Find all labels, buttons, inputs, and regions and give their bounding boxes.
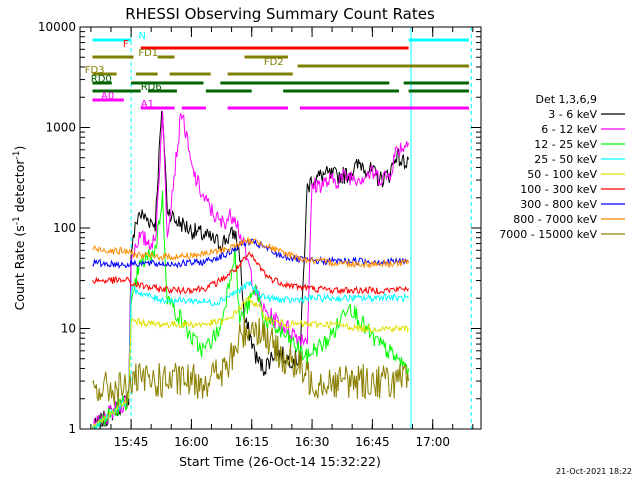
axes: 1 10 100 1000 10000 15:45 16:00 16:15 16:30 16:45… (38, 20, 482, 449)
y-axis-label-main: Count Rate (s (12, 225, 27, 310)
legend: Det 1,3,6,9 3 - 6 keV 6 - 12 keV 12 - 25 k… (499, 93, 625, 241)
series-line-7 (92, 236, 410, 269)
y-tick-label: 10000 (38, 20, 76, 34)
legend-label: 7000 - 15000 keV (499, 228, 597, 241)
series-group (92, 27, 472, 429)
status-label-a0: A0 (101, 91, 114, 102)
legend-label: 6 - 12 keV (541, 123, 597, 136)
footer-timestamp: 21-Oct-2021 18:22 (556, 467, 632, 476)
series-line-5 (92, 251, 410, 296)
x-tick-label: 16:00 (174, 435, 209, 449)
series-line-1 (92, 110, 410, 429)
status-label-f: F (123, 39, 129, 50)
plot-area (92, 27, 472, 429)
legend-label: 25 - 50 keV (534, 153, 597, 166)
status-label-fd2: FD2 (264, 57, 284, 68)
x-tick-label: 15:45 (114, 435, 149, 449)
y-axis-label-superscript: -1 (12, 151, 22, 160)
y-axis-label-superscript: -1 (12, 216, 22, 225)
y-axis-label-middle: detector (12, 159, 27, 217)
y-axis-label-end: ) (12, 146, 27, 151)
legend-label: 12 - 25 keV (534, 138, 597, 151)
status-label-fd1: FD1 (138, 48, 158, 59)
legend-label: 50 - 100 keV (527, 168, 597, 181)
y-tick-label: 1000 (45, 121, 76, 135)
y-tick-label: 1 (68, 422, 76, 436)
series-line-0 (92, 110, 410, 429)
status-label-n: N (138, 31, 145, 42)
x-axis-label: Start Time (26-Oct-14 15:32:22) (179, 454, 381, 469)
legend-label: 3 - 6 keV (548, 108, 597, 121)
x-tick-label: 17:00 (415, 435, 450, 449)
chart-title: RHESSI Observing Summary Count Rates (125, 5, 435, 23)
status-label-fd3: FD3 (85, 65, 105, 76)
status-label-a1: A1 (141, 99, 154, 110)
legend-title: Det 1,3,6,9 (535, 93, 597, 106)
x-tick-label: 16:30 (295, 435, 330, 449)
legend-label: 100 - 300 keV (520, 183, 597, 196)
x-tick-label: 16:45 (355, 435, 390, 449)
legend-label: 800 - 7000 keV (513, 213, 597, 226)
series-line-3 (92, 280, 410, 429)
series-line-4 (92, 295, 410, 429)
y-tick-label: 100 (53, 221, 76, 235)
status-label-rd6: RD6 (141, 82, 162, 93)
y-tick-label: 10 (61, 322, 76, 336)
status-label-rd0: RD0 (91, 74, 112, 85)
x-tick-label: 16:15 (234, 435, 269, 449)
legend-label: 300 - 800 keV (520, 198, 597, 211)
series-line-2 (92, 190, 410, 429)
series-line-8 (92, 317, 410, 406)
y-axis-label: Count Rate (s-1 detector-1) (12, 146, 27, 311)
